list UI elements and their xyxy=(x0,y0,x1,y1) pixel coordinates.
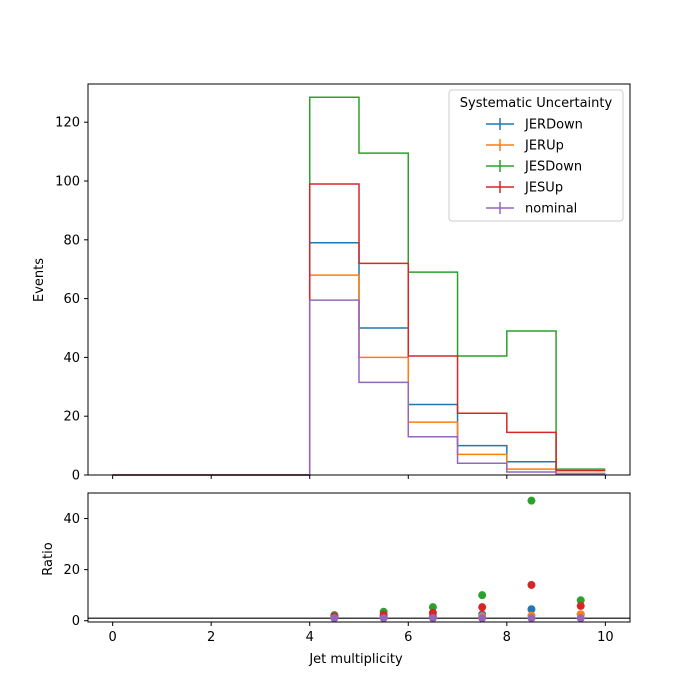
ratio-point-jesdown xyxy=(428,603,437,612)
ratio-point-jesdown xyxy=(576,596,585,605)
main-y-tick-label: 20 xyxy=(63,410,80,425)
ratio-y-axis-label: Ratio xyxy=(41,542,56,575)
x-tick-label: 4 xyxy=(306,630,314,645)
ratio-x-ticks: 0 2 4 6 8 10 xyxy=(108,622,614,645)
legend-label-jesdown: JESDown xyxy=(524,160,582,175)
x-tick-label: 10 xyxy=(597,630,614,645)
ratio-plot-area xyxy=(88,496,630,623)
legend-label-nominal: nominal xyxy=(525,202,577,217)
x-axis-label: Jet multiplicity xyxy=(308,652,403,667)
legend: Systematic Uncertainty JERDown JERUp JESDo… xyxy=(448,89,624,222)
ratio-y-tick-label: 40 xyxy=(63,512,80,527)
main-y-tick-label: 100 xyxy=(55,175,80,190)
legend-items: JERDown JERUp JESDown JESUp nominal xyxy=(486,118,583,217)
main-axes-frame xyxy=(87,83,631,476)
legend-title: Systematic Uncertainty xyxy=(460,96,613,111)
legend-label-jesup: JESUp xyxy=(524,181,563,196)
ratio-point-jesdown xyxy=(527,496,536,505)
main-y-tick-label: 80 xyxy=(63,233,80,248)
ratio-point-nominal xyxy=(428,614,437,623)
ratio-point-jesup xyxy=(576,601,585,610)
ratio-point-jesup xyxy=(478,603,487,612)
legend-label-jerup: JERUp xyxy=(524,139,564,154)
main-y-tick-label: 40 xyxy=(63,351,80,366)
ratio-panel: 0 2 4 6 8 10 0 20 40 Ratio Jet multiplicity xyxy=(41,492,631,667)
ratio-point-nominal xyxy=(379,614,388,623)
ratio-y-ticks: 0 20 40 xyxy=(63,512,88,629)
ratio-point-nominal xyxy=(330,614,339,623)
x-tick-label: 0 xyxy=(108,630,116,645)
ratio-point-jerdown xyxy=(527,605,536,614)
main-panel: 0 20 40 60 80 100 120 Events Systematic Uncert… xyxy=(32,83,631,484)
ratio-y-tick-label: 0 xyxy=(72,614,80,629)
main-y-tick-label: 60 xyxy=(63,292,80,307)
x-tick-label: 6 xyxy=(404,630,412,645)
ratio-y-tick-label: 20 xyxy=(63,563,80,578)
ratio-point-jesdown xyxy=(478,591,487,600)
main-x-ticks xyxy=(112,475,606,479)
main-y-ticks: 0 20 40 60 80 100 120 xyxy=(55,116,88,484)
ratio-point-nominal xyxy=(478,614,487,623)
ratio-point-jesup xyxy=(527,580,536,589)
x-tick-label: 8 xyxy=(503,630,511,645)
ratio-point-nominal xyxy=(576,614,585,623)
main-y-tick-label: 120 xyxy=(55,116,80,131)
ratio-axes-frame xyxy=(87,492,631,623)
main-y-tick-label: 0 xyxy=(72,469,80,484)
legend-box xyxy=(448,89,624,222)
x-tick-label: 2 xyxy=(207,630,215,645)
ratio-point-nominal xyxy=(527,614,536,623)
legend-label-jerdown: JERDown xyxy=(524,118,583,133)
main-y-axis-label: Events xyxy=(32,258,47,302)
